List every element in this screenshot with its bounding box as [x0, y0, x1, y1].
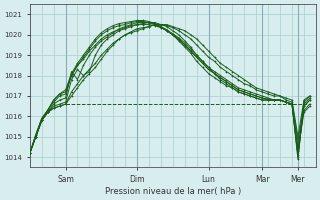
- X-axis label: Pression niveau de la mer( hPa ): Pression niveau de la mer( hPa ): [105, 187, 241, 196]
